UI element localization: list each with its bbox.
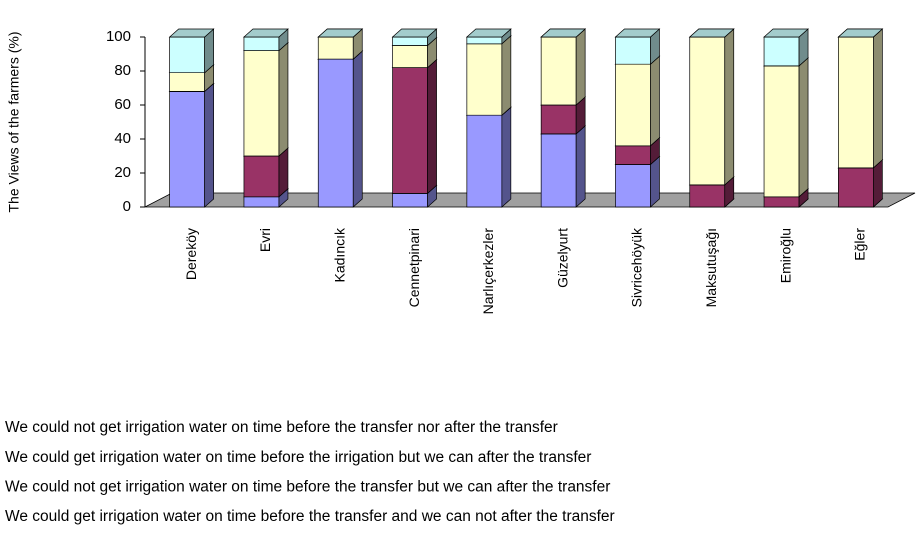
bar [688,28,735,38]
bar-front [466,43,503,116]
bar [540,125,587,208]
bar-side [575,28,586,106]
bar [465,106,512,208]
legend-entry: We could get irrigation water on time be… [5,508,615,525]
legend-entry: We could get irrigation water on time be… [5,449,591,466]
bar [317,28,364,38]
x-tick-label: Maksutuşağı [703,228,719,307]
bar-side [278,147,289,198]
bar-top [391,28,438,38]
bar-top [688,28,735,38]
bar-side [724,28,735,186]
bar-front [317,58,354,208]
bar [837,28,884,38]
bar [465,28,512,45]
bar-front [615,63,651,147]
bar-front [540,36,577,106]
x-tick-label: Sivricehöyük [629,227,645,307]
bar-front [689,36,726,186]
bar-front [466,36,503,45]
bar [243,41,289,157]
x-tick-label: Emiroğlu [777,228,793,283]
x-tick-label: Evri [257,228,273,252]
bar [465,35,512,116]
bar [614,55,661,147]
x-tick-label: Cennetpinari [406,228,422,307]
bar-front [540,104,577,135]
bar-front [392,193,428,208]
bar-top [763,28,809,38]
bar-front [466,114,503,208]
bar [391,28,438,47]
y-tick-label: 20 [114,164,131,181]
bar-front [317,36,354,60]
y-tick-label: 60 [114,96,131,113]
bar-front [615,164,651,208]
bar [391,58,438,195]
bar [763,28,809,67]
bar-front [615,36,651,65]
x-tick-label: Kadıncık [331,227,347,282]
bar-side [798,57,809,198]
bar-side [650,155,660,208]
bar [614,28,661,65]
y-tick-label: 40 [114,130,131,147]
bar-front [763,65,800,198]
bar-side [575,125,586,208]
bar [168,82,215,208]
bar-front [689,184,726,208]
y-tick-label: 100 [106,28,131,45]
x-tick-label: Güzelyurt [554,228,570,288]
bar-front [169,36,205,74]
y-tick-label: 80 [114,62,131,79]
bar-side [501,106,512,208]
bar [317,50,364,208]
bar-side [501,35,512,116]
bar-top [614,28,661,38]
bar-front [837,167,874,208]
bar-side [650,55,660,147]
y-axis-title: The Views of the farmers (%) [6,31,22,212]
legend-entry: We could not get irrigation water on tim… [5,478,610,495]
bar-side [278,41,289,157]
bar-front [243,50,280,157]
x-tick-label: Dereköy [183,228,199,280]
bar-side [872,28,883,169]
bar-front [243,155,280,198]
bar-front [169,91,205,208]
bar [540,28,587,106]
bar [688,28,735,186]
legend-entry: We could not get irrigation water on tim… [5,419,558,436]
bar-front [392,36,428,46]
bar-top [540,28,587,38]
x-tick-label: Eğler [852,228,868,261]
bar [763,57,809,198]
bar [540,28,587,38]
bar-top [243,28,289,38]
bar-front [763,196,800,208]
bar-side [427,58,437,195]
bar-front [615,145,651,165]
bar [837,28,884,169]
x-tick-label: Narlıçerkezler [480,228,496,315]
bar-top [837,28,884,38]
bar-top [317,28,364,38]
bar-front [243,36,280,51]
bar-front [837,36,874,169]
bar-side [204,82,214,208]
bar [243,28,289,52]
y-tick-label: 0 [123,198,131,215]
bar-front [763,36,800,67]
bar-front [169,72,205,92]
bar-side [352,50,363,208]
bar-front [392,45,428,68]
bar-top [465,28,512,38]
bar-front [243,196,280,208]
bar [168,28,215,74]
bar-front [540,133,577,208]
bar-top [168,28,215,38]
bar-front [392,67,428,194]
